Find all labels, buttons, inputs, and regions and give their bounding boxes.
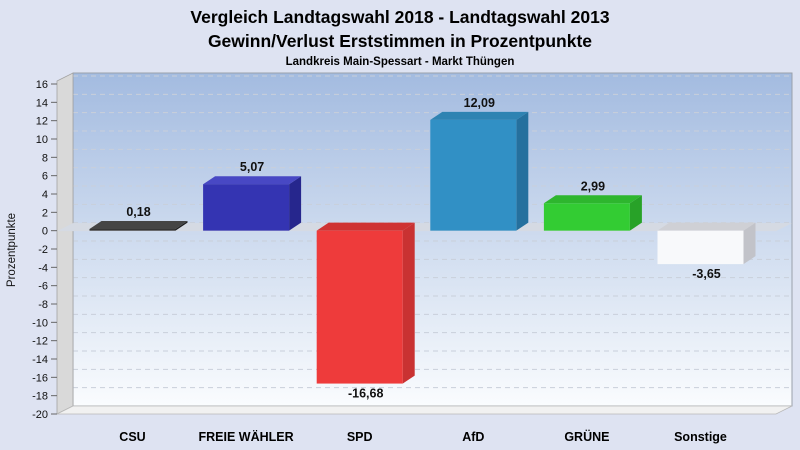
- bar-top-SPD: [316, 222, 415, 231]
- chart-title-line2: Gewinn/Verlust Erststimmen in Prozentpun…: [207, 31, 593, 51]
- y-tick-label: -14: [32, 354, 48, 366]
- category-label-GRÜNE: GRÜNE: [564, 429, 609, 444]
- floor-3d: [56, 405, 793, 415]
- category-label-CSU: CSU: [119, 430, 145, 444]
- y-tick-label: 12: [36, 116, 48, 128]
- bar-value-label-CSU: 0,18: [126, 205, 150, 219]
- y-tick-label: 16: [36, 79, 48, 91]
- y-tick-label: -16: [32, 372, 48, 384]
- bar-FREIE WÄHLER: [203, 184, 290, 231]
- bar-side-AfD: [516, 111, 529, 231]
- bar-top-CSU: [89, 221, 188, 230]
- category-label-SPD: SPD: [347, 430, 373, 444]
- bars-group: 0,18 5,07 -16,68 12,09 2,99 -3,65: [89, 96, 756, 401]
- y-tick-label: -12: [32, 336, 48, 348]
- bar-AfD: [430, 119, 517, 231]
- bar-CSU: [89, 229, 176, 231]
- bar-side-Sonstige: [743, 222, 756, 265]
- y-tick-label: 2: [42, 207, 48, 219]
- bar-side-FREIE WÄHLER: [289, 176, 302, 231]
- category-label-FREIE WÄHLER: FREIE WÄHLER: [199, 429, 294, 444]
- category-label-Sonstige: Sonstige: [674, 430, 727, 444]
- bar-Sonstige: [657, 230, 744, 265]
- y-tick-label: 0: [42, 226, 48, 238]
- bar-value-label-SPD: -16,68: [348, 387, 383, 401]
- axis-group: CSU FREIE WÄHLER SPD AfD GRÜNE Sonstige-20-18…: [32, 79, 727, 444]
- chart-subtitle: Landkreis Main-Spessart - Markt Thüngen: [285, 56, 515, 68]
- bar-side-SPD: [402, 222, 415, 384]
- bar-top-Sonstige: [657, 222, 756, 231]
- y-axis-title: Prozentpunkte: [6, 213, 18, 287]
- chart-title-line1: Vergleich Landtagswahl 2018 - Landtagswa…: [190, 7, 610, 27]
- bar-value-label-Sonstige: -3,65: [692, 267, 721, 281]
- bar-side-GRÜNE: [629, 195, 642, 231]
- left-wall-3d: [56, 72, 74, 415]
- bar-value-label-GRÜNE: 2,99: [581, 179, 605, 193]
- y-tick-label: 10: [36, 134, 48, 146]
- category-label-AfD: AfD: [462, 430, 484, 444]
- y-tick-label: -2: [38, 244, 48, 256]
- bar-GRÜNE: [543, 203, 630, 231]
- bar-top-FREIE WÄHLER: [203, 176, 302, 185]
- bar-value-label-AfD: 12,09: [464, 96, 495, 110]
- y-tick-label: 14: [36, 97, 48, 109]
- y-tick-label: 8: [42, 152, 48, 164]
- y-tick-label: 6: [42, 171, 48, 183]
- gridlines-group: [73, 75, 792, 389]
- y-tick-label: -6: [38, 281, 48, 293]
- y-tick-label: -20: [32, 409, 48, 421]
- y-tick-label: -18: [32, 391, 48, 403]
- bar-top-GRÜNE: [543, 195, 642, 204]
- y-tick-label: -4: [38, 262, 48, 274]
- y-tick-label: 4: [42, 189, 48, 201]
- bar-SPD: [316, 230, 403, 384]
- bar-top-AfD: [430, 111, 529, 120]
- bar-value-label-FREIE WÄHLER: 5,07: [240, 160, 264, 174]
- y-tick-label: -8: [38, 299, 48, 311]
- y-tick-label: -10: [32, 317, 48, 329]
- bar-side-CSU: [175, 221, 188, 231]
